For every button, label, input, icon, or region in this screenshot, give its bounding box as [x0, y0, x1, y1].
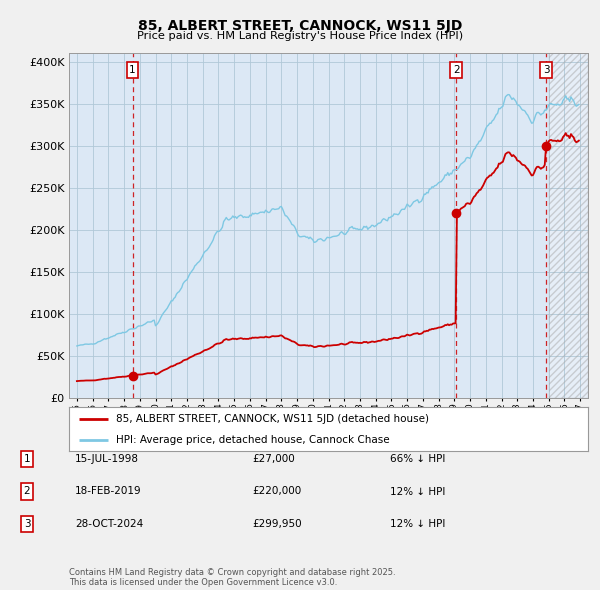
- Text: 85, ALBERT STREET, CANNOCK, WS11 5JD: 85, ALBERT STREET, CANNOCK, WS11 5JD: [138, 19, 462, 33]
- Text: 85, ALBERT STREET, CANNOCK, WS11 5JD (detached house): 85, ALBERT STREET, CANNOCK, WS11 5JD (de…: [116, 415, 429, 424]
- Text: 12% ↓ HPI: 12% ↓ HPI: [390, 487, 445, 496]
- Text: 28-OCT-2024: 28-OCT-2024: [75, 519, 143, 529]
- Text: 66% ↓ HPI: 66% ↓ HPI: [390, 454, 445, 464]
- Text: £220,000: £220,000: [252, 487, 301, 496]
- Text: 12% ↓ HPI: 12% ↓ HPI: [390, 519, 445, 529]
- Text: Contains HM Land Registry data © Crown copyright and database right 2025.
This d: Contains HM Land Registry data © Crown c…: [69, 568, 395, 587]
- Text: 18-FEB-2019: 18-FEB-2019: [75, 487, 142, 496]
- Text: £299,950: £299,950: [252, 519, 302, 529]
- Text: £27,000: £27,000: [252, 454, 295, 464]
- Text: HPI: Average price, detached house, Cannock Chase: HPI: Average price, detached house, Cann…: [116, 435, 389, 445]
- Text: 15-JUL-1998: 15-JUL-1998: [75, 454, 139, 464]
- Text: 2: 2: [453, 65, 460, 75]
- Text: 1: 1: [129, 65, 136, 75]
- Text: 3: 3: [23, 519, 31, 529]
- Text: 2: 2: [23, 487, 31, 496]
- Text: 3: 3: [542, 65, 550, 75]
- Text: Price paid vs. HM Land Registry's House Price Index (HPI): Price paid vs. HM Land Registry's House …: [137, 31, 463, 41]
- Text: 1: 1: [23, 454, 31, 464]
